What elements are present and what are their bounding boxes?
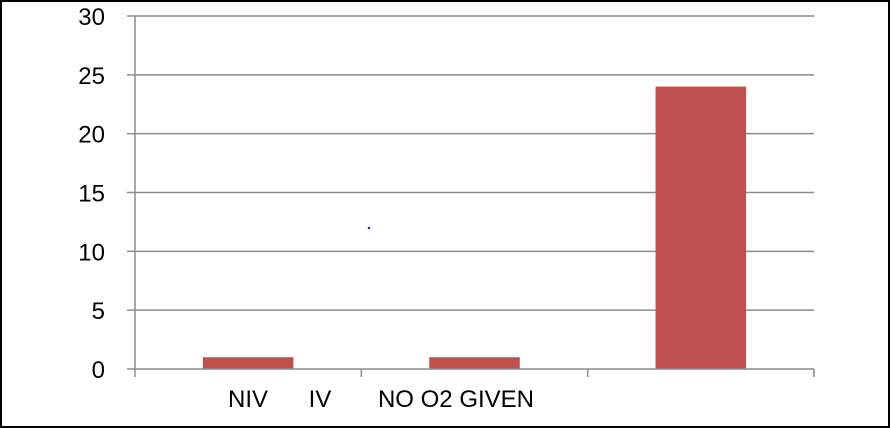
y-tick-label: 20 bbox=[78, 122, 105, 149]
x-axis-label: NO O2 GIVEN bbox=[378, 386, 534, 413]
axes bbox=[127, 15, 815, 377]
y-tick-label: 30 bbox=[78, 4, 105, 31]
x-axis-label: NIV bbox=[228, 386, 268, 413]
bars bbox=[202, 86, 747, 369]
y-tick-label: 25 bbox=[78, 63, 105, 90]
bar bbox=[429, 357, 520, 369]
y-tick-label: 15 bbox=[78, 181, 105, 208]
x-axis-label: IV bbox=[309, 386, 332, 413]
y-tick-label: 5 bbox=[92, 298, 105, 325]
stray-dot bbox=[367, 226, 371, 230]
bar bbox=[202, 357, 294, 369]
bar bbox=[655, 86, 747, 369]
y-tick-label: 0 bbox=[92, 357, 105, 384]
labels: 0 5 10 15 20 25 30 NIV IV NO O2 GIVEN bbox=[78, 4, 534, 413]
y-tick-label: 10 bbox=[78, 239, 105, 266]
